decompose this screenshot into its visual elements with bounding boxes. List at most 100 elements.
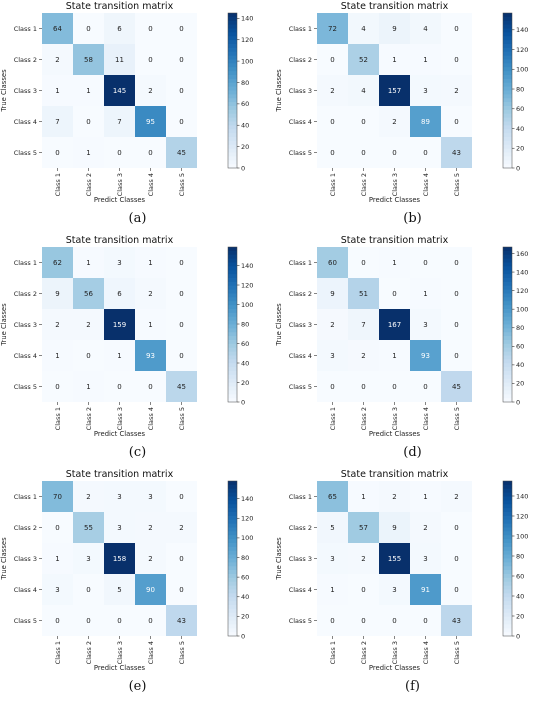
- cell-value-label: 43: [452, 149, 461, 157]
- heatmap-cell: [166, 278, 197, 309]
- cell-value-label: 0: [330, 617, 334, 625]
- heatmap-cell: [166, 340, 197, 371]
- colorbar-segment: [503, 328, 512, 333]
- cell-value-label: 3: [423, 87, 427, 95]
- colorbar-segment: [228, 164, 237, 169]
- heatmap-cell: [410, 106, 441, 137]
- colorbar-segment: [228, 133, 237, 138]
- colorbar-segment: [228, 398, 237, 403]
- colorbar-segment: [228, 492, 237, 497]
- heatmap-cell: [166, 137, 197, 168]
- colorbar-segment: [228, 605, 237, 610]
- colorbar-segment: [503, 266, 512, 271]
- heatmap-cell: [348, 247, 379, 278]
- colorbar-segment: [503, 624, 512, 629]
- heatmap-cell: [441, 278, 472, 309]
- colorbar-segment: [228, 550, 237, 556]
- x-tick-label: Class 5: [178, 641, 186, 664]
- colorbar-segment: [228, 301, 237, 306]
- cell-value-label: 52: [359, 56, 368, 64]
- colorbar-tick-label: 140: [516, 492, 528, 500]
- cell-value-label: 0: [392, 149, 396, 157]
- colorbar-segment: [503, 616, 512, 621]
- heatmap-cell: [73, 512, 104, 543]
- heatmap-cell: [317, 481, 348, 512]
- colorbar-tick-label: 120: [516, 512, 528, 520]
- colorbar-segment: [228, 508, 237, 513]
- colorbar-segment: [228, 258, 237, 263]
- colorbar-segment: [503, 620, 512, 625]
- heatmap-cell: [73, 44, 104, 75]
- x-tick-label: Class 2: [85, 173, 93, 196]
- colorbar-segment: [503, 398, 512, 403]
- colorbar-segment: [503, 336, 512, 341]
- cell-value-label: 0: [179, 25, 183, 33]
- colorbar-segment: [503, 608, 512, 614]
- cell-value-label: 2: [423, 524, 427, 532]
- colorbar-segment: [228, 266, 237, 271]
- cell-value-label: 3: [86, 555, 90, 563]
- colorbar-segment: [228, 512, 237, 517]
- cell-value-label: 3: [117, 493, 121, 501]
- cell-value-label: 0: [148, 25, 152, 33]
- colorbar-segment: [503, 546, 512, 552]
- heatmap-cell: [317, 278, 348, 309]
- colorbar-segment: [503, 632, 512, 637]
- colorbar-segment: [503, 570, 512, 575]
- cell-value-label: 0: [361, 383, 365, 391]
- colorbar-segment: [228, 316, 237, 322]
- colorbar-segment: [228, 140, 237, 146]
- cell-value-label: 58: [84, 56, 93, 64]
- heatmap-cell: [104, 371, 135, 402]
- colorbar-tick-label: 80: [241, 554, 249, 562]
- heatmap-cell: [441, 512, 472, 543]
- colorbar-tick-label: 60: [241, 573, 249, 581]
- cell-value-label: 0: [454, 352, 458, 360]
- y-tick-label: Class 3: [289, 321, 312, 329]
- colorbar-segment: [228, 504, 237, 509]
- colorbar-segment: [228, 515, 237, 521]
- heatmap-cell: [42, 75, 73, 106]
- matrix-panel-a: State transition matrix 64 0 6 0 0 2 58 11 0 0 1 1 14…: [0, 0, 275, 234]
- cell-value-label: 2: [86, 321, 90, 329]
- colorbar-segment: [503, 293, 512, 298]
- colorbar-segment: [228, 36, 237, 41]
- colorbar-segment: [228, 562, 237, 567]
- colorbar-tick-label: 40: [516, 592, 524, 600]
- colorbar-segment: [228, 47, 237, 53]
- cell-value-label: 2: [148, 524, 152, 532]
- colorbar-segment: [503, 523, 512, 528]
- cell-value-label: 5: [330, 524, 334, 532]
- panel-caption: (b): [403, 211, 422, 226]
- cell-value-label: 0: [330, 118, 334, 126]
- colorbar-segment: [228, 374, 237, 380]
- cell-value-label: 145: [113, 87, 126, 95]
- colorbar-segment: [503, 247, 512, 252]
- x-tick-label: Class 2: [85, 407, 93, 430]
- colorbar-segment: [503, 527, 512, 532]
- colorbar-tick-label: 100: [241, 534, 253, 542]
- heatmap-cell: [73, 574, 104, 605]
- colorbar-tick-label: 0: [241, 632, 245, 640]
- heatmap-cell: [73, 371, 104, 402]
- x-tick-label: Class 4: [422, 641, 430, 664]
- cell-value-label: 2: [454, 87, 458, 95]
- colorbar-segment: [503, 515, 512, 521]
- x-tick-label: Class 2: [360, 407, 368, 430]
- colorbar-segment: [503, 550, 512, 556]
- x-tick-label: Class 3: [116, 173, 124, 196]
- heatmap-cell: [42, 44, 73, 75]
- colorbar-tick-label: 140: [241, 15, 253, 23]
- heatmap-cell: [73, 543, 104, 574]
- colorbar-segment: [228, 371, 237, 376]
- colorbar-segment: [503, 156, 512, 161]
- cell-value-label: 4: [361, 87, 366, 95]
- cell-value-label: 7: [117, 118, 121, 126]
- heatmap-cell: [441, 106, 472, 137]
- colorbar-segment: [503, 16, 512, 22]
- colorbar-segment: [503, 152, 512, 157]
- colorbar-tick-label: 20: [241, 613, 249, 621]
- colorbar-segment: [228, 278, 237, 283]
- colorbar-tick-label: 80: [241, 320, 249, 328]
- colorbar-segment: [503, 305, 512, 310]
